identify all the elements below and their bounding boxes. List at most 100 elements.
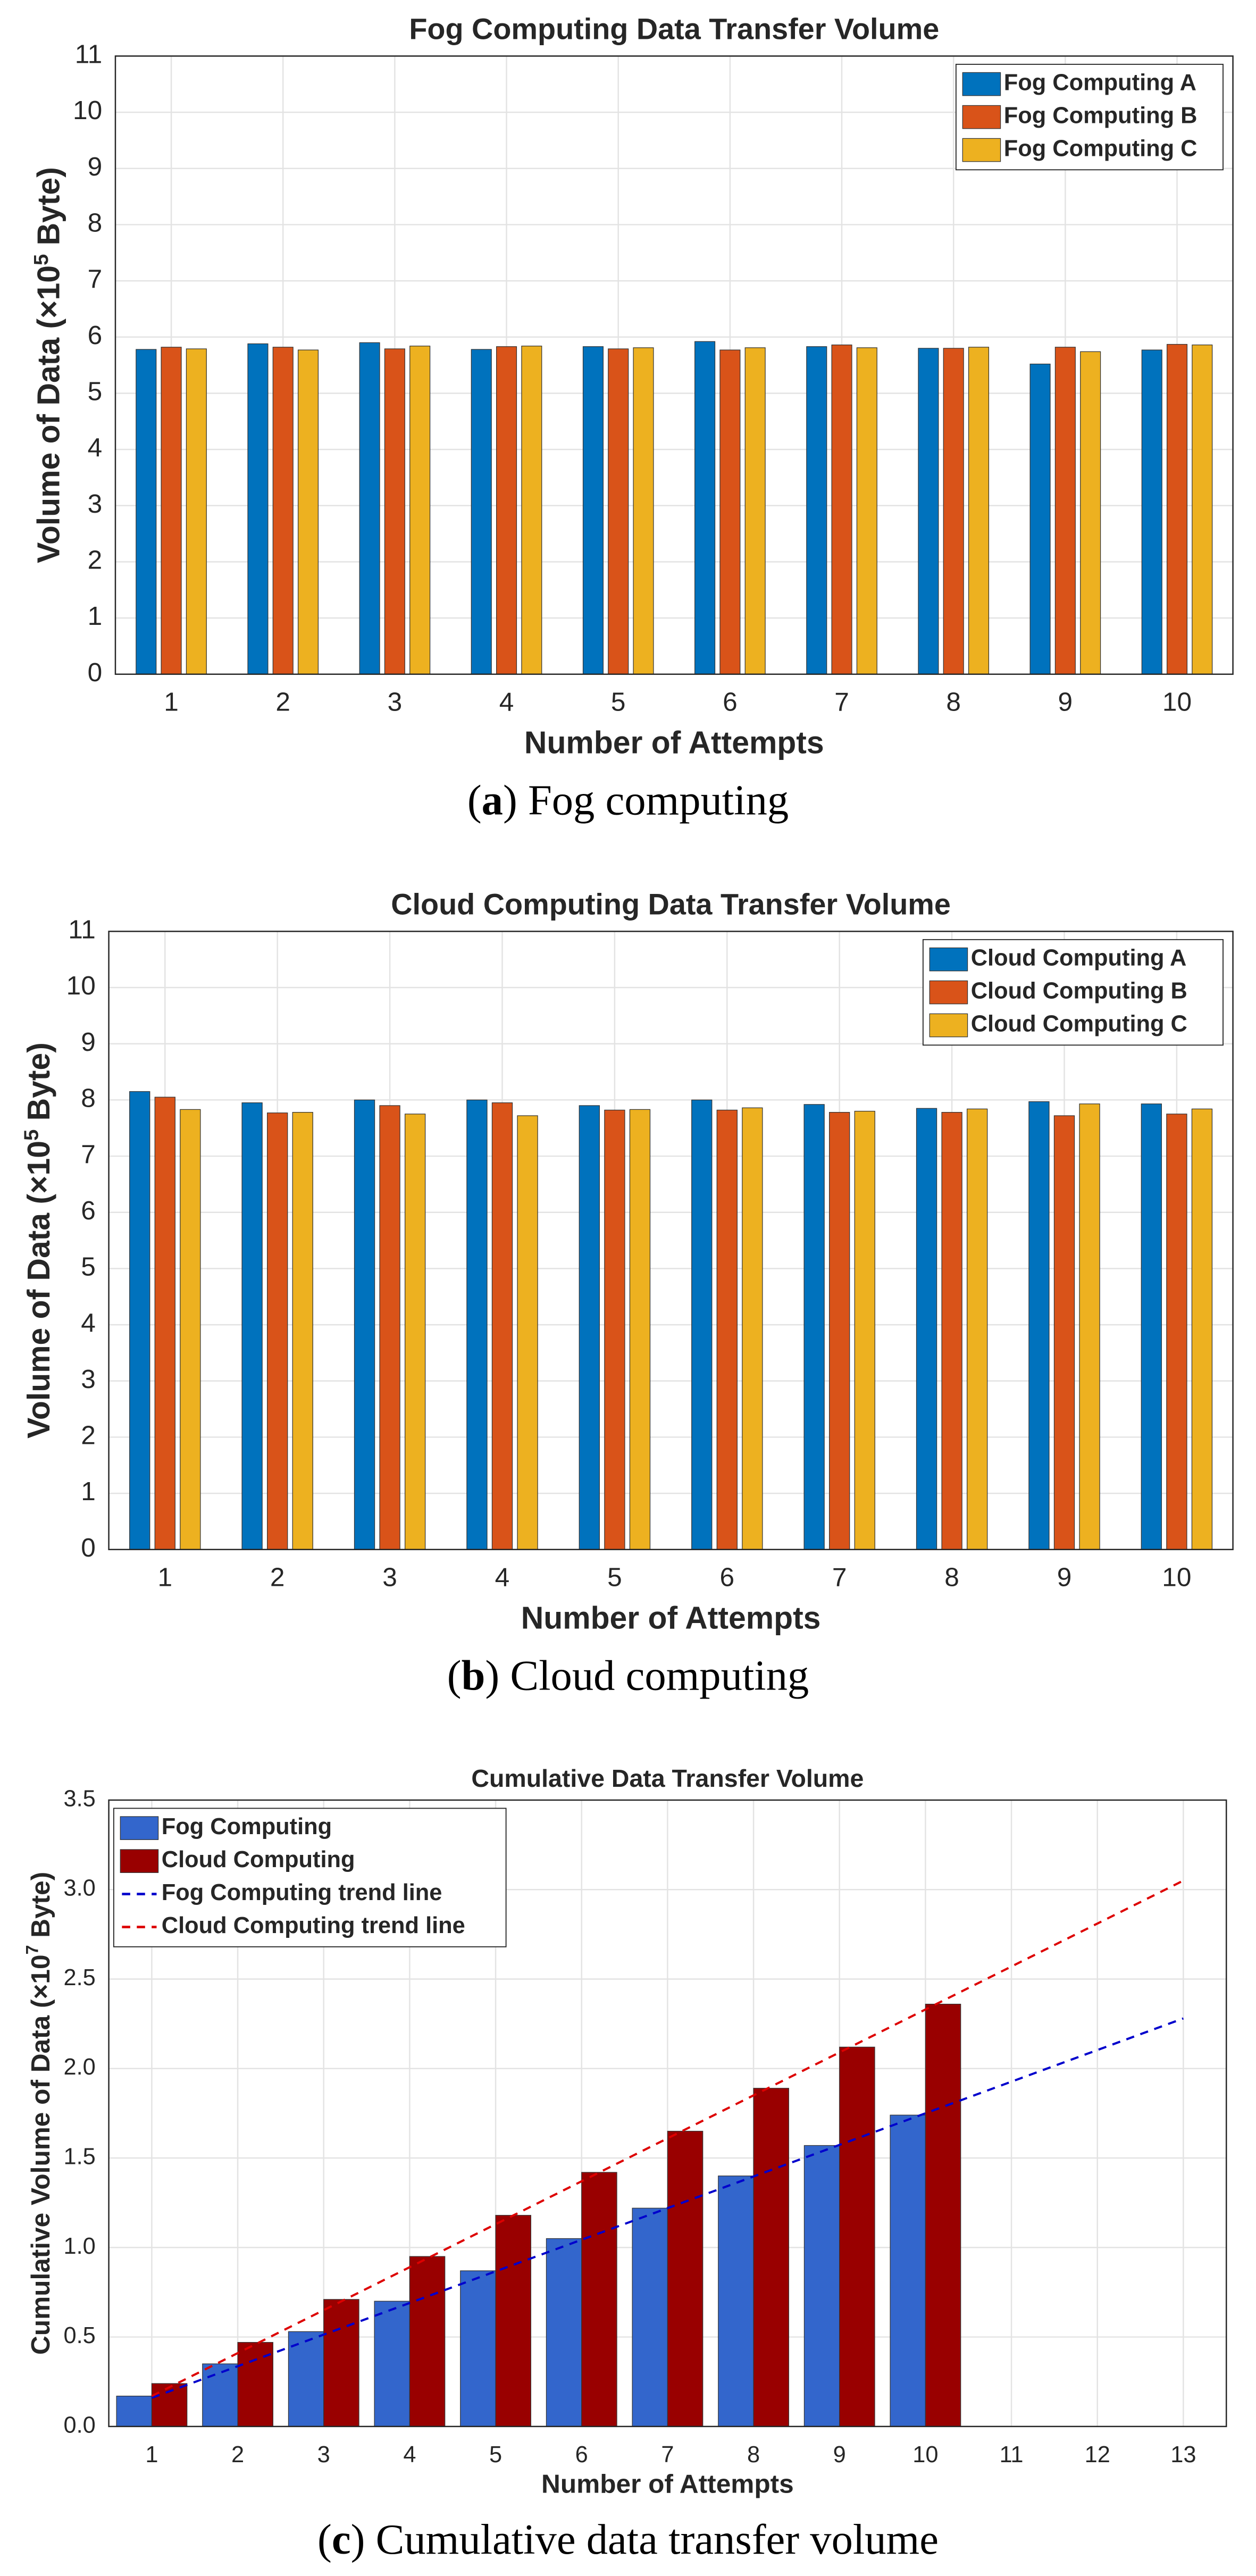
y-axis-label: Cumulative Volume of Data (×107 Byte) [22, 1872, 55, 2355]
x-axis-label: Number of Attempts [521, 1601, 821, 1636]
bar [405, 1114, 426, 1550]
bar [359, 342, 380, 675]
bar [186, 348, 207, 675]
y-tick-label: 1.5 [63, 2144, 95, 2169]
y-tick-label: 9 [88, 152, 103, 181]
bar [925, 2003, 961, 2427]
legend-swatch [120, 1816, 159, 1840]
bar [1080, 351, 1101, 675]
bar [716, 1109, 738, 1550]
bar [384, 348, 405, 675]
y-tick-label: 2 [88, 545, 103, 575]
bar [354, 1099, 375, 1550]
bar [180, 1109, 201, 1550]
x-axis-label: Number of Attempts [524, 726, 824, 760]
bar [829, 1112, 850, 1550]
caption-part: ( [317, 2515, 332, 2563]
bar [116, 2396, 153, 2427]
x-tick-label: 3 [382, 1562, 397, 1592]
y-tick-label: 0.5 [63, 2323, 95, 2348]
y-tick-label: 2 [81, 1420, 96, 1450]
bar [1192, 344, 1213, 675]
bar [581, 2172, 617, 2427]
bar [608, 348, 629, 675]
y-tick-label: 10 [66, 971, 96, 1000]
bar [151, 2383, 188, 2427]
y-tick-label: 7 [88, 264, 103, 294]
y-axis-label-part: Cumulative Volume of Data (×10 [26, 1954, 55, 2355]
caption-part: ) Fog computing [503, 776, 789, 824]
bar [604, 1109, 625, 1550]
legend-label: Fog Computing trend line [162, 1880, 442, 1905]
y-axis-label: Volume of Data (×105 Byte) [30, 167, 66, 563]
legend-swatch [120, 1849, 159, 1873]
x-tick-label: 8 [747, 2442, 760, 2468]
y-tick-label: 0.0 [63, 2412, 95, 2438]
y-tick-label: 11 [75, 39, 102, 69]
bar [460, 2270, 496, 2427]
caption: (a) Fog computing [467, 776, 789, 824]
y-tick-label: 9 [81, 1027, 96, 1057]
bar [719, 349, 741, 675]
x-tick-label: 10 [1162, 687, 1192, 717]
legend-box [113, 1808, 507, 1947]
bar [694, 341, 716, 675]
bar [1029, 363, 1051, 675]
x-tick-label: 4 [403, 2442, 416, 2468]
bar [267, 1113, 288, 1550]
bar [374, 2301, 411, 2427]
y-tick-label: 2.5 [63, 1965, 95, 1990]
bar [803, 1104, 825, 1550]
x-tick-label: 11 [1000, 2442, 1024, 2468]
x-tick-label: 4 [495, 1562, 510, 1592]
x-tick-label: 7 [834, 687, 849, 717]
bar [247, 343, 269, 675]
y-tick-label: 1.0 [63, 2234, 95, 2259]
x-tick-label: 7 [661, 2442, 674, 2468]
y-tick-label: 1 [88, 601, 103, 631]
bar [323, 2299, 359, 2427]
bar [632, 2207, 668, 2427]
bar [409, 346, 431, 675]
chart-title: Cloud Computing Data Transfer Volume [391, 888, 951, 921]
legend-label: Cloud Computing [162, 1847, 355, 1872]
bar [918, 348, 939, 675]
bar [241, 1102, 263, 1550]
bar [803, 2145, 840, 2427]
chart-title: Cumulative Data Transfer Volume [471, 1764, 864, 1792]
y-tick-label: 0 [88, 657, 103, 687]
y-tick-label: 11 [68, 914, 95, 944]
bar [968, 347, 990, 675]
bar [161, 347, 182, 675]
bar [916, 1108, 937, 1550]
bar [1141, 1103, 1162, 1550]
caption-part: c [332, 2515, 351, 2563]
bar [1054, 347, 1076, 675]
bar [744, 347, 766, 675]
x-tick-label: 4 [499, 687, 514, 717]
bar [546, 2238, 582, 2427]
y-axis-label-part: Volume of Data (×10 [22, 1141, 56, 1438]
y-tick-label: 4 [88, 432, 103, 462]
bar [136, 349, 157, 675]
y-axis-label-part: 5 [20, 1130, 43, 1141]
x-tick-label: 5 [611, 687, 626, 717]
bar [831, 344, 852, 675]
bar [742, 1107, 763, 1550]
y-axis-label: Volume of Data (×105 Byte) [20, 1042, 56, 1438]
bar [517, 1115, 538, 1550]
bar [753, 2088, 789, 2427]
bar [667, 2130, 704, 2427]
y-axis-label-part: 7 [22, 1945, 41, 1955]
bar [521, 346, 542, 675]
bar [202, 2363, 238, 2427]
y-tick-label: 8 [88, 208, 103, 238]
bar [633, 347, 654, 675]
y-tick-label: 5 [88, 377, 103, 406]
legend-label: Cloud Computing trend line [162, 1913, 465, 1938]
x-tick-label: 2 [270, 1562, 285, 1592]
chart-title: Fog Computing Data Transfer Volume [409, 12, 939, 46]
bar [379, 1105, 400, 1550]
x-tick-label: 1 [145, 2442, 158, 2468]
